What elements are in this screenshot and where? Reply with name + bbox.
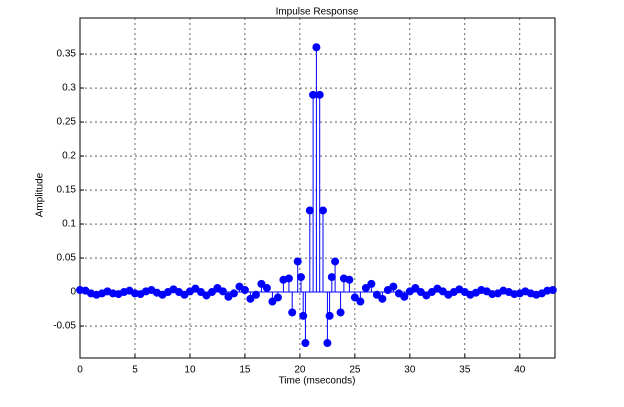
- stem-marker: [251, 290, 260, 299]
- x-tick-label: 25: [349, 365, 361, 376]
- stem-marker: [207, 288, 216, 297]
- stem-marker: [293, 257, 302, 266]
- stem-marker: [301, 339, 310, 348]
- stem-marker: [327, 273, 336, 282]
- x-tick-label: 35: [459, 365, 471, 376]
- plot-frame: [79, 17, 556, 359]
- stem-marker: [297, 273, 306, 282]
- stem-marker: [372, 290, 381, 299]
- stem-marker: [350, 293, 359, 302]
- stem-marker: [315, 90, 324, 99]
- x-tick-label: 0: [77, 365, 83, 376]
- x-axis-label: Time (mseconds): [279, 376, 356, 387]
- stem-marker: [312, 43, 321, 52]
- stem-marker: [273, 293, 282, 302]
- stem-marker: [229, 289, 238, 298]
- stem-marker: [284, 274, 293, 283]
- stem-marker: [323, 339, 332, 348]
- stem-marker: [361, 283, 370, 292]
- stem-marker: [356, 297, 365, 306]
- y-tick-label: 0.2: [62, 151, 76, 162]
- stem-marker: [325, 311, 334, 320]
- y-axis-label: Amplitude: [35, 172, 46, 217]
- stem-marker: [378, 294, 387, 303]
- y-tick-label: -0.05: [53, 321, 76, 332]
- stem-marker: [268, 297, 277, 306]
- y-tick-label: 0.25: [57, 117, 77, 128]
- x-tick-label: 10: [184, 365, 196, 376]
- y-tick-label: 0.1: [62, 219, 76, 230]
- chart-title: Impulse Response: [276, 7, 359, 18]
- stem-marker: [305, 206, 314, 215]
- stem-marker: [411, 283, 420, 292]
- stem-marker: [309, 90, 318, 99]
- x-tick-label: 20: [294, 365, 306, 376]
- y-tick-label: 0.3: [62, 83, 76, 94]
- y-tick-label: 0.05: [57, 253, 77, 264]
- stem-marker: [389, 282, 398, 291]
- y-tick-label: 0: [70, 287, 76, 298]
- y-tick-label: 0.15: [57, 185, 77, 196]
- stem-marker: [240, 286, 249, 294]
- stem-marker: [257, 279, 266, 288]
- x-tick-label: 15: [239, 365, 251, 376]
- x-tick-label: 40: [514, 365, 526, 376]
- x-tick-label: 30: [404, 365, 416, 376]
- y-tick-label: 0.35: [57, 49, 77, 60]
- stem-marker: [367, 279, 376, 288]
- stem-marker: [318, 206, 327, 215]
- stem-marker: [400, 292, 409, 301]
- stem-marker: [246, 294, 255, 303]
- x-tick-label: 5: [132, 365, 138, 376]
- stem-marker: [548, 286, 557, 294]
- stem-marker: [336, 308, 345, 317]
- stem-marker: [288, 308, 297, 317]
- stem-marker: [331, 257, 340, 266]
- stem-marker: [345, 275, 354, 284]
- stem-marker: [262, 283, 271, 292]
- stem-marker: [218, 287, 227, 296]
